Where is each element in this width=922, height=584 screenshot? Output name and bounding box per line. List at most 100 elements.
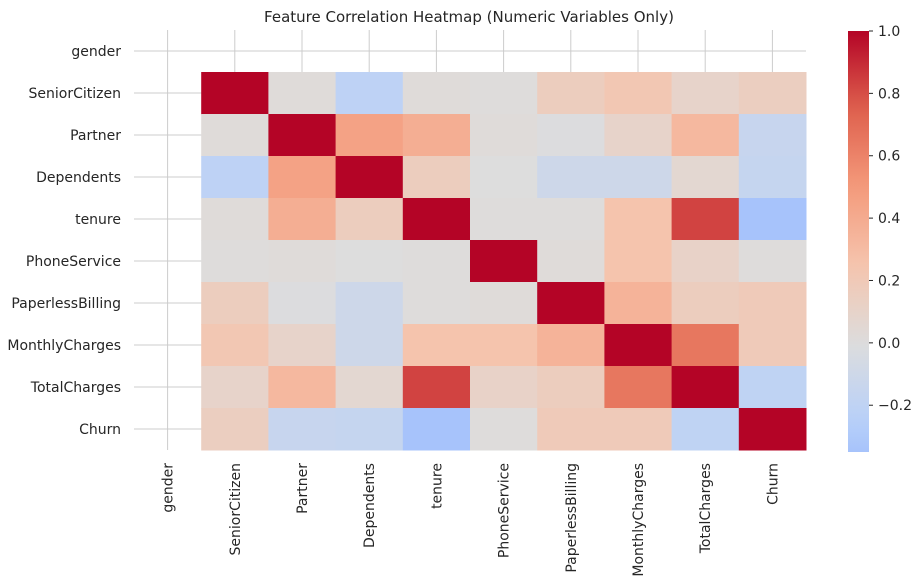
x-tick-label: Churn bbox=[765, 463, 781, 505]
y-tick-label: Partner bbox=[70, 128, 121, 144]
heatmap-cell bbox=[201, 240, 269, 283]
heatmap-cell bbox=[537, 282, 605, 325]
heatmap-cell bbox=[402, 282, 471, 325]
x-tick-labels: gender SeniorCitizen Partner Dependents tenu… bbox=[161, 463, 782, 577]
heatmap-cell bbox=[671, 408, 740, 451]
x-tick-label: PaperlessBilling bbox=[564, 463, 580, 573]
heatmap-cell bbox=[671, 72, 740, 115]
heatmap-cell bbox=[537, 198, 605, 241]
colorbar-tick-label: 0.4 bbox=[878, 211, 900, 227]
x-tick-label: gender bbox=[161, 463, 177, 513]
colorbar-tick-label: 0.8 bbox=[878, 86, 900, 102]
heatmap-cell bbox=[738, 156, 807, 199]
heatmap-cell bbox=[470, 324, 538, 367]
x-tick-label: Partner bbox=[295, 463, 311, 514]
colorbar-gradient bbox=[848, 31, 869, 452]
heatmap-cell bbox=[671, 282, 740, 325]
heatmap-cells bbox=[201, 72, 807, 451]
heatmap-cell bbox=[201, 408, 269, 451]
heatmap-cell bbox=[268, 408, 337, 451]
colorbar-tick-label: −0.2 bbox=[878, 398, 912, 414]
y-tick-label: TotalCharges bbox=[30, 380, 121, 396]
heatmap-cell bbox=[201, 198, 269, 241]
heatmap-cell bbox=[201, 114, 269, 157]
heatmap-cell bbox=[402, 240, 471, 283]
colorbar-tick-label: 0.2 bbox=[878, 273, 900, 289]
heatmap-cell bbox=[402, 366, 471, 409]
heatmap-cell bbox=[335, 240, 404, 283]
heatmap-cell bbox=[470, 72, 538, 115]
heatmap-cell bbox=[402, 72, 471, 115]
heatmap-cell bbox=[335, 366, 404, 409]
heatmap-cell bbox=[201, 324, 269, 367]
x-tick-label: tenure bbox=[429, 463, 445, 509]
heatmap-cell bbox=[470, 198, 538, 241]
heatmap-cell bbox=[671, 240, 740, 283]
heatmap-cell bbox=[268, 198, 337, 241]
heatmap-cell bbox=[470, 156, 538, 199]
heatmap-cell bbox=[201, 156, 269, 199]
colorbar-tick-label: 1.0 bbox=[878, 24, 900, 40]
heatmap-cell bbox=[537, 324, 605, 367]
y-tick-label: PhoneService bbox=[26, 254, 121, 270]
colorbar-tick-label: 0.6 bbox=[878, 149, 900, 165]
heatmap-cell bbox=[335, 114, 404, 157]
heatmap-cell bbox=[604, 324, 673, 367]
heatmap-cell bbox=[402, 156, 471, 199]
heatmap-cell bbox=[402, 198, 471, 241]
heatmap-cell bbox=[604, 114, 673, 157]
y-tick-label: gender bbox=[71, 44, 121, 60]
heatmap-cell bbox=[268, 324, 337, 367]
heatmap-cell bbox=[738, 366, 807, 409]
heatmap-cell bbox=[671, 366, 740, 409]
x-tick-label: Dependents bbox=[362, 463, 378, 548]
y-tick-label: MonthlyCharges bbox=[7, 338, 121, 354]
heatmap-cell bbox=[537, 240, 605, 283]
y-tick-label: PaperlessBilling bbox=[11, 296, 121, 312]
heatmap-cell bbox=[671, 324, 740, 367]
heatmap-cell bbox=[335, 282, 404, 325]
heatmap-cell bbox=[402, 408, 471, 451]
heatmap-cell bbox=[537, 156, 605, 199]
y-tick-label: tenure bbox=[75, 212, 121, 228]
heatmap-cell bbox=[268, 282, 337, 325]
heatmap-cell bbox=[402, 324, 471, 367]
heatmap-cell bbox=[738, 324, 807, 367]
heatmap-cell bbox=[537, 366, 605, 409]
heatmap-cell bbox=[671, 198, 740, 241]
x-tick-label: MonthlyCharges bbox=[631, 463, 647, 577]
heatmap-cell bbox=[201, 282, 269, 325]
x-tick-label: TotalCharges bbox=[698, 463, 714, 554]
heatmap-cell bbox=[671, 156, 740, 199]
heatmap-cell bbox=[268, 366, 337, 409]
x-tick-label: PhoneService bbox=[497, 463, 513, 558]
heatmap-cell bbox=[335, 324, 404, 367]
heatmap-cell bbox=[201, 366, 269, 409]
heatmap-cell bbox=[738, 240, 807, 283]
heatmap-cell bbox=[268, 114, 337, 157]
heatmap-cell bbox=[738, 408, 807, 451]
colorbar: 1.0 0.8 0.6 0.4 0.2 0.0 −0.2 bbox=[848, 24, 912, 452]
heatmap-cell bbox=[604, 156, 673, 199]
heatmap-cell bbox=[738, 282, 807, 325]
heatmap-cell bbox=[268, 156, 337, 199]
heatmap-cell bbox=[604, 282, 673, 325]
heatmap-cell bbox=[537, 408, 605, 451]
heatmap-cell bbox=[268, 240, 337, 283]
heatmap-cell bbox=[470, 240, 538, 283]
heatmap-cell bbox=[470, 408, 538, 451]
heatmap-cell bbox=[671, 114, 740, 157]
heatmap-cell bbox=[335, 156, 404, 199]
heatmap-cell bbox=[335, 198, 404, 241]
heatmap-cell bbox=[268, 72, 337, 115]
heatmap-cell bbox=[335, 408, 404, 451]
x-tick-label: SeniorCitizen bbox=[228, 463, 244, 555]
y-tick-labels: gender SeniorCitizen Partner Dependents tenu… bbox=[7, 44, 121, 438]
chart-title: Feature Correlation Heatmap (Numeric Var… bbox=[264, 8, 674, 26]
heatmap-cell bbox=[604, 366, 673, 409]
heatmap-cell bbox=[604, 72, 673, 115]
heatmap-cell bbox=[335, 72, 404, 115]
heatmap-cell bbox=[604, 198, 673, 241]
heatmap-cell bbox=[470, 114, 538, 157]
